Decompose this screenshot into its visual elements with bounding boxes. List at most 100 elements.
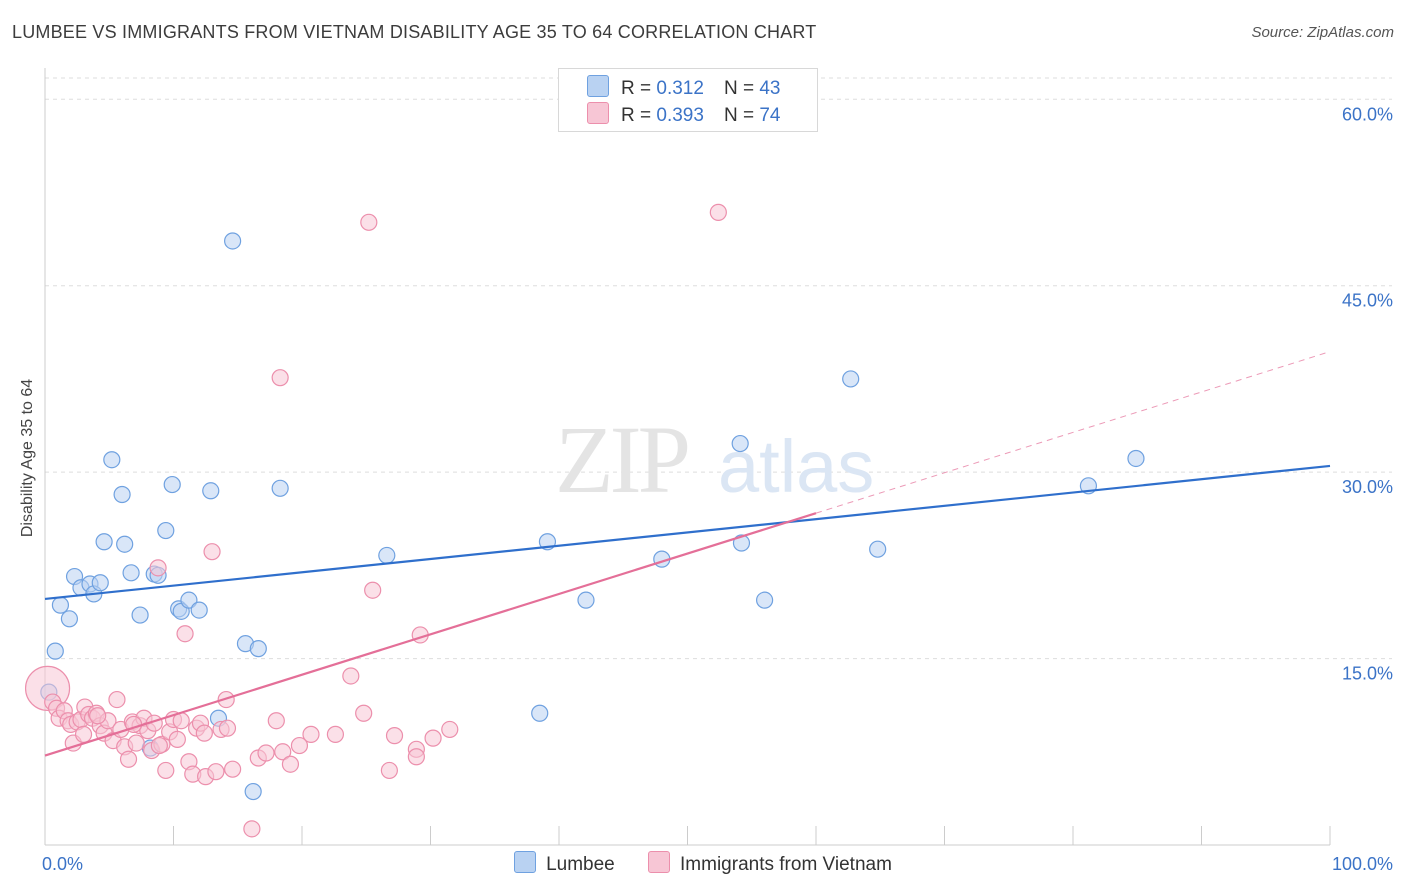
data-point <box>441 720 459 739</box>
legend-swatch-lumbee <box>514 851 537 873</box>
data-point <box>195 724 213 742</box>
x-tick-label-min: 0.0% <box>42 854 83 874</box>
trend-line-lumbee <box>44 464 1331 601</box>
series-legend: Lumbee Immigrants from Vietnam <box>0 851 1406 876</box>
data-point <box>190 601 208 619</box>
grid-lines <box>45 77 1392 660</box>
data-point <box>302 725 320 743</box>
legend-swatch-vietnam <box>648 851 671 873</box>
data-point <box>218 719 237 737</box>
data-point <box>91 574 109 592</box>
data-point <box>385 727 404 745</box>
legend-label-lumbee: Lumbee <box>546 854 615 875</box>
data-point <box>531 704 549 722</box>
data-point <box>203 543 221 561</box>
chart-title: LUMBEE VS IMMIGRANTS FROM VIETNAM DISABI… <box>12 22 817 42</box>
data-point <box>131 606 149 624</box>
data-point <box>243 820 261 838</box>
trend-line-vietnam <box>44 512 817 757</box>
data-point <box>95 533 113 551</box>
data-point <box>119 750 138 768</box>
data-point <box>755 591 774 609</box>
y-tick-label: 15.0% <box>1342 664 1393 684</box>
data-point <box>407 748 425 766</box>
data-point <box>274 743 292 761</box>
data-point <box>74 725 93 743</box>
data-point <box>842 370 860 388</box>
legend-label-vietnam: Immigrants from Vietnam <box>680 854 892 875</box>
legend-row-lumbee: R = 0.312 N = 43 <box>587 75 780 101</box>
data-point <box>869 540 887 558</box>
data-point <box>163 475 181 494</box>
data-point <box>257 744 275 762</box>
data-point <box>157 761 175 780</box>
data-point <box>202 482 220 500</box>
legend-r-value-lumbee: 0.312 <box>656 78 704 99</box>
watermark-zip: ZIP <box>555 406 688 513</box>
legend-n-value-lumbee: 43 <box>759 78 781 99</box>
data-point <box>224 760 242 778</box>
data-point <box>113 485 131 504</box>
data-point <box>108 690 126 709</box>
data-point <box>360 213 378 231</box>
y-tick-label: 60.0% <box>1342 104 1393 124</box>
data-point <box>267 712 285 730</box>
tick-labels: 15.0% 30.0% 45.0% 60.0% 0.0% 100.0% <box>42 104 1393 874</box>
data-point <box>168 730 186 748</box>
data-point <box>60 610 79 628</box>
data-point <box>89 707 107 725</box>
data-point <box>424 729 442 747</box>
trend-lines <box>44 351 1331 757</box>
data-point <box>271 369 289 387</box>
legend-n-label: N = <box>723 105 755 126</box>
axes <box>44 68 1331 846</box>
y-tick-label: 30.0% <box>1342 477 1393 497</box>
data-point <box>1127 449 1145 468</box>
data-point <box>51 596 70 614</box>
data-point <box>127 734 145 752</box>
data-point <box>249 640 267 658</box>
data-point <box>290 736 309 755</box>
legend-swatch-vietnam <box>587 102 609 124</box>
data-point <box>326 725 345 743</box>
series-lumbee-points <box>40 232 1145 801</box>
data-point <box>122 564 140 582</box>
data-point <box>731 434 749 453</box>
data-point <box>157 521 175 540</box>
legend-item-vietnam: Immigrants from Vietnam <box>648 851 892 876</box>
legend-item-lumbee: Lumbee <box>514 851 615 876</box>
data-point <box>116 535 134 553</box>
legend-r-value-vietnam: 0.393 <box>656 105 704 126</box>
correlation-legend: R = 0.312 N = 43 R = 0.393 N = 74 <box>558 68 818 132</box>
data-point <box>207 763 225 781</box>
data-point <box>342 667 360 685</box>
data-point <box>46 642 64 660</box>
y-tick-label: 45.0% <box>1342 291 1393 311</box>
data-point <box>103 451 121 469</box>
data-point <box>709 203 727 221</box>
data-point <box>378 546 396 565</box>
data-point <box>150 736 168 755</box>
legend-row-vietnam: R = 0.393 N = 74 <box>587 102 780 128</box>
data-point <box>380 761 398 780</box>
data-point <box>149 559 167 577</box>
data-point <box>355 704 373 722</box>
trend-line-vietnam-extension <box>815 351 1331 514</box>
series-vietnam-points <box>24 203 727 838</box>
legend-n-label: N = <box>723 78 755 99</box>
data-point <box>180 591 198 609</box>
watermark: ZIP atlas <box>555 406 874 513</box>
data-point <box>271 479 289 497</box>
legend-swatch-lumbee <box>587 75 609 97</box>
x-tick-label-max: 100.0% <box>1332 854 1393 874</box>
legend-n-value-vietnam: 74 <box>759 105 781 126</box>
data-point <box>364 581 382 599</box>
data-point <box>224 232 242 250</box>
data-point <box>176 625 194 643</box>
data-point <box>244 782 262 801</box>
data-point <box>577 591 595 609</box>
legend-r-label: R = <box>621 105 652 126</box>
data-point <box>281 755 300 773</box>
legend-r-label: R = <box>621 78 652 99</box>
